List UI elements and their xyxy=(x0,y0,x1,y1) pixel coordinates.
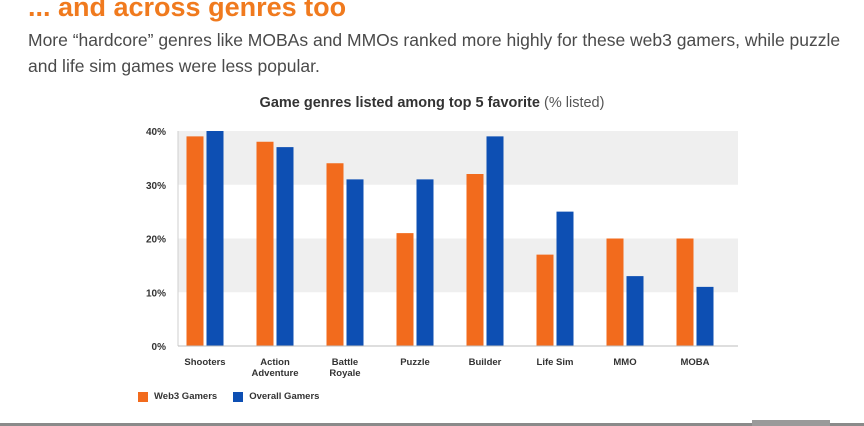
x-tick-label: Action xyxy=(260,357,290,368)
bar-web3-gamers xyxy=(186,136,204,346)
legend-label-overall: Overall Gamers xyxy=(249,391,320,402)
x-tick-label: Battle xyxy=(332,357,358,368)
bar-web3-gamers xyxy=(606,238,624,346)
bar-overall-gamers xyxy=(346,179,364,346)
x-tick-label: Adventure xyxy=(252,368,299,379)
y-tick-label: 0% xyxy=(152,342,167,353)
x-tick-label: Royale xyxy=(329,368,360,379)
x-tick-label: Puzzle xyxy=(400,357,430,368)
legend-swatch-overall xyxy=(233,391,244,402)
legend-swatch-web3 xyxy=(138,391,148,402)
y-tick-label: 40% xyxy=(146,127,166,138)
bottom-divider xyxy=(0,423,864,426)
bar-overall-gamers xyxy=(556,211,574,346)
y-tick-label: 10% xyxy=(146,288,166,299)
y-tick-label: 20% xyxy=(146,235,166,246)
bar-web3-gamers xyxy=(536,254,554,346)
chart-legend: Web3 Gamers Overall Gamers xyxy=(138,391,335,402)
x-tick-label: Shooters xyxy=(184,357,225,368)
bar-web3-gamers xyxy=(466,174,484,346)
legend-label-web3: Web3 Gamers xyxy=(154,391,218,402)
bar-overall-gamers xyxy=(206,131,224,346)
bar-web3-gamers xyxy=(256,141,274,346)
bar-overall-gamers xyxy=(486,136,504,346)
x-tick-label: Life Sim xyxy=(537,357,574,368)
chart-title-unit: (% listed) xyxy=(544,95,605,111)
x-tick-label: MOBA xyxy=(680,357,709,368)
bar-overall-gamers xyxy=(276,147,294,346)
bar-web3-gamers xyxy=(326,163,344,346)
y-tick-label: 30% xyxy=(146,181,166,192)
chart-title: Game genres listed among top 5 favorite … xyxy=(0,95,864,111)
bottom-scroll-indicator xyxy=(752,420,830,426)
bar-overall-gamers xyxy=(626,276,644,346)
page-heading: ... and across genres too xyxy=(28,0,347,22)
x-tick-label: Builder xyxy=(469,357,502,368)
chart-title-text: Game genres listed among top 5 favorite xyxy=(259,95,540,111)
x-tick-label: MMO xyxy=(613,357,636,368)
bar-overall-gamers xyxy=(416,179,434,346)
bar-web3-gamers xyxy=(396,233,414,346)
bar-overall-gamers xyxy=(696,286,714,346)
bar-web3-gamers xyxy=(676,238,694,346)
legend-item-web3: Web3 Gamers xyxy=(138,391,217,402)
page-subtitle: More “hardcore” genres like MOBAs and MM… xyxy=(28,30,841,76)
legend-item-overall: Overall Gamers xyxy=(233,391,319,402)
